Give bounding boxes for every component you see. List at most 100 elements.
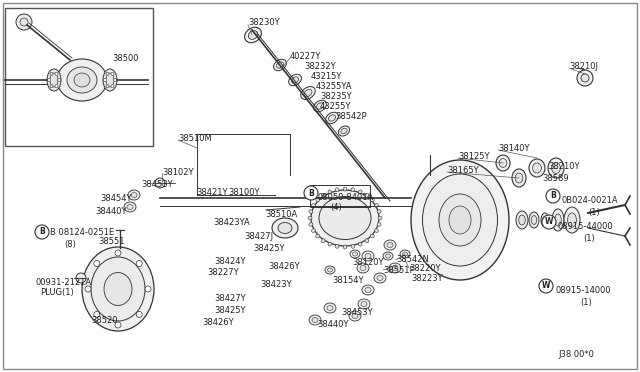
- Ellipse shape: [325, 266, 335, 274]
- Ellipse shape: [304, 89, 312, 97]
- Ellipse shape: [127, 205, 133, 209]
- Text: 38230Y: 38230Y: [248, 18, 280, 27]
- Text: 43255Y: 43255Y: [320, 102, 351, 111]
- Ellipse shape: [531, 216, 537, 224]
- Ellipse shape: [360, 266, 366, 270]
- Ellipse shape: [518, 215, 525, 225]
- Text: W: W: [542, 282, 550, 291]
- Text: 38426Y: 38426Y: [268, 262, 300, 271]
- Ellipse shape: [91, 257, 145, 321]
- Text: 38440Y: 38440Y: [95, 207, 127, 216]
- Ellipse shape: [278, 222, 292, 234]
- Circle shape: [94, 311, 100, 317]
- Text: 38154Y: 38154Y: [332, 276, 364, 285]
- Ellipse shape: [343, 245, 347, 249]
- Text: 38100Y: 38100Y: [228, 188, 259, 197]
- Ellipse shape: [316, 234, 319, 238]
- Text: 38427Y: 38427Y: [214, 294, 246, 303]
- Circle shape: [115, 322, 121, 328]
- Text: J38 00*0: J38 00*0: [558, 350, 594, 359]
- Ellipse shape: [392, 266, 398, 270]
- Ellipse shape: [248, 31, 258, 39]
- Circle shape: [50, 73, 53, 76]
- Ellipse shape: [385, 254, 390, 258]
- Ellipse shape: [384, 240, 396, 250]
- Ellipse shape: [276, 62, 284, 68]
- Ellipse shape: [328, 115, 335, 121]
- Circle shape: [55, 84, 58, 87]
- Ellipse shape: [378, 216, 382, 220]
- Ellipse shape: [327, 305, 333, 311]
- Ellipse shape: [387, 243, 393, 247]
- Ellipse shape: [552, 209, 564, 231]
- Text: 38453Y: 38453Y: [141, 180, 173, 189]
- Text: B: B: [308, 189, 314, 198]
- Circle shape: [581, 74, 589, 82]
- Circle shape: [145, 286, 151, 292]
- Ellipse shape: [516, 211, 528, 229]
- Text: 38427J: 38427J: [244, 232, 273, 241]
- Ellipse shape: [568, 213, 577, 227]
- Ellipse shape: [301, 87, 316, 99]
- Text: 38423YA: 38423YA: [213, 218, 250, 227]
- Ellipse shape: [339, 126, 349, 136]
- Ellipse shape: [365, 239, 369, 243]
- Text: 38423Y: 38423Y: [260, 280, 292, 289]
- Ellipse shape: [403, 252, 408, 256]
- Ellipse shape: [106, 73, 114, 87]
- Circle shape: [55, 73, 58, 76]
- Ellipse shape: [328, 190, 332, 194]
- Ellipse shape: [365, 288, 371, 292]
- Ellipse shape: [532, 163, 541, 173]
- Ellipse shape: [341, 128, 347, 134]
- Text: 38510M: 38510M: [178, 134, 212, 143]
- Circle shape: [50, 84, 53, 87]
- Circle shape: [155, 178, 165, 188]
- Text: W: W: [545, 218, 553, 227]
- Text: 38220Y: 38220Y: [409, 264, 440, 273]
- Text: (8): (8): [64, 240, 76, 249]
- Text: 38425Y: 38425Y: [253, 244, 285, 253]
- Circle shape: [35, 225, 49, 239]
- Text: 38589: 38589: [542, 174, 568, 183]
- Ellipse shape: [555, 214, 561, 226]
- Text: PLUG(1): PLUG(1): [40, 288, 74, 297]
- Circle shape: [47, 78, 51, 81]
- Text: 38424Y: 38424Y: [214, 257, 246, 266]
- Circle shape: [304, 186, 318, 200]
- Circle shape: [76, 273, 86, 283]
- Ellipse shape: [321, 239, 325, 243]
- Ellipse shape: [365, 253, 371, 259]
- Text: 38235Y: 38235Y: [320, 92, 351, 101]
- Ellipse shape: [358, 242, 362, 246]
- Ellipse shape: [74, 73, 90, 87]
- Ellipse shape: [316, 103, 324, 109]
- Circle shape: [136, 260, 142, 267]
- Text: 38500: 38500: [112, 54, 138, 63]
- Text: 38140Y: 38140Y: [498, 144, 529, 153]
- Ellipse shape: [312, 203, 316, 207]
- Circle shape: [546, 189, 560, 203]
- Ellipse shape: [353, 252, 358, 256]
- Ellipse shape: [564, 207, 580, 233]
- Ellipse shape: [82, 247, 154, 331]
- Text: 38542N: 38542N: [396, 255, 429, 264]
- Ellipse shape: [326, 112, 339, 124]
- Ellipse shape: [515, 173, 523, 183]
- Circle shape: [106, 84, 109, 87]
- Circle shape: [111, 73, 114, 76]
- Circle shape: [94, 260, 100, 267]
- Text: 38510A: 38510A: [265, 210, 297, 219]
- Text: 43255YA: 43255YA: [316, 82, 353, 91]
- Text: 38210Y: 38210Y: [548, 162, 579, 171]
- Text: 08915-14000: 08915-14000: [555, 286, 611, 295]
- Circle shape: [111, 84, 114, 87]
- Ellipse shape: [131, 192, 137, 198]
- Ellipse shape: [411, 160, 509, 280]
- Text: (1): (1): [583, 234, 595, 243]
- Ellipse shape: [128, 190, 140, 200]
- Ellipse shape: [377, 223, 381, 226]
- Text: 38210J: 38210J: [569, 62, 598, 71]
- Ellipse shape: [374, 229, 378, 232]
- Text: 08050-8401A: 08050-8401A: [318, 193, 374, 202]
